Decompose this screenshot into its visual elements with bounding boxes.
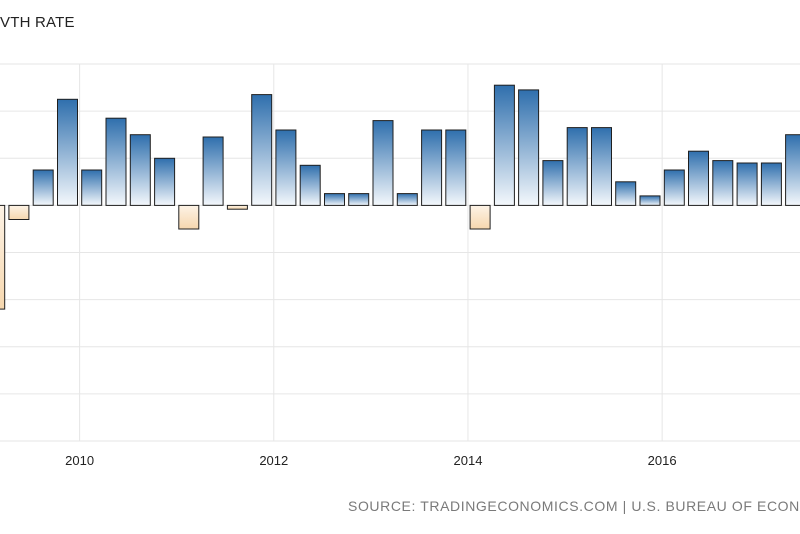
- bar[interactable]: [105, 117, 127, 206]
- x-axis-ticks: 2010 2012 2014 2016: [65, 453, 676, 468]
- chart-title: VTH RATE: [0, 14, 75, 31]
- bar[interactable]: [372, 120, 394, 206]
- bar[interactable]: [81, 169, 103, 206]
- bar[interactable]: [396, 193, 418, 206]
- bar[interactable]: [663, 169, 685, 206]
- bar[interactable]: [445, 129, 467, 206]
- bar[interactable]: [591, 127, 612, 206]
- bar[interactable]: [736, 162, 758, 206]
- grid-lines: [0, 63, 800, 442]
- bar[interactable]: [566, 127, 588, 206]
- x-tick-label: 2014: [454, 453, 483, 468]
- bar[interactable]: [299, 164, 321, 206]
- bar[interactable]: [712, 160, 734, 206]
- chart-source: SOURCE: TRADINGECONOMICS.COM | U.S. BURE…: [348, 498, 800, 514]
- x-tick-label: 2016: [648, 453, 677, 468]
- bar[interactable]: [57, 98, 78, 206]
- bar[interactable]: [275, 129, 297, 206]
- bar[interactable]: [154, 157, 176, 206]
- bar[interactable]: [178, 204, 200, 230]
- x-tick-label: 2010: [65, 453, 94, 468]
- bar[interactable]: [542, 160, 564, 206]
- bar[interactable]: [688, 150, 709, 206]
- bar-series: [0, 84, 800, 310]
- bar[interactable]: [421, 129, 443, 206]
- bar[interactable]: [518, 89, 540, 206]
- bar[interactable]: [251, 94, 273, 206]
- bar[interactable]: [348, 193, 370, 206]
- bar[interactable]: [226, 204, 248, 210]
- bar[interactable]: [760, 162, 782, 206]
- bar[interactable]: [129, 134, 151, 206]
- bar[interactable]: [469, 204, 491, 230]
- bar[interactable]: [615, 181, 637, 206]
- bar[interactable]: [0, 204, 6, 310]
- bar[interactable]: [32, 169, 54, 206]
- bar[interactable]: [324, 193, 345, 206]
- x-tick-label: 2012: [259, 453, 288, 468]
- bar[interactable]: [202, 136, 224, 206]
- bar[interactable]: [493, 84, 515, 206]
- bar[interactable]: [639, 195, 661, 206]
- bar[interactable]: [8, 204, 30, 220]
- bar[interactable]: [785, 134, 800, 206]
